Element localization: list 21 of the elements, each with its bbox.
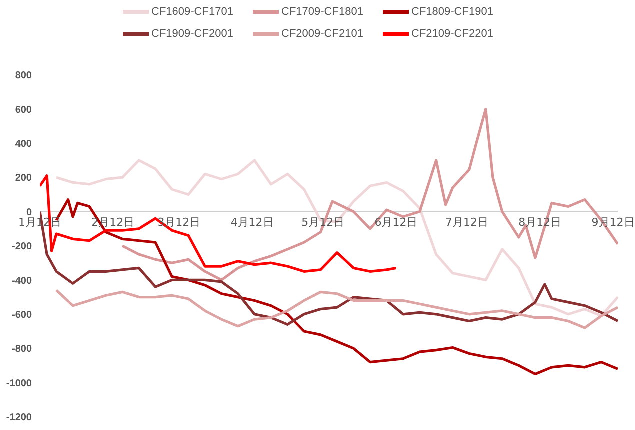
x-tick-label: 5月12日 (302, 216, 345, 230)
x-tick-label: 6月12日 (374, 216, 418, 230)
legend-label: CF2109-CF2201 (412, 28, 494, 40)
y-tick-label: -1200 (6, 412, 32, 424)
y-tick-label: 600 (15, 104, 32, 116)
y-tick-label: -400 (12, 276, 32, 287)
legend-label: CF1609-CF1701 (152, 6, 234, 18)
y-tick-label: 400 (15, 138, 32, 150)
y-tick-label: 800 (15, 70, 32, 82)
y-tick-label: 0 (26, 207, 32, 218)
legend-label: CF2009-CF2101 (282, 28, 364, 40)
legend-label: CF1809-CF1901 (412, 6, 494, 18)
y-tick-label: 200 (15, 173, 32, 184)
y-tick-label: -1000 (6, 378, 32, 390)
x-tick-label: 7月12日 (446, 216, 489, 230)
y-tick-label: -600 (12, 310, 32, 321)
legend-label: CF1909-CF2001 (152, 28, 234, 40)
y-tick-label: -800 (12, 344, 32, 356)
legend-label: CF1709-CF1801 (282, 6, 364, 18)
y-tick-label: -200 (12, 242, 32, 253)
x-tick-label: 4月12日 (230, 216, 274, 230)
